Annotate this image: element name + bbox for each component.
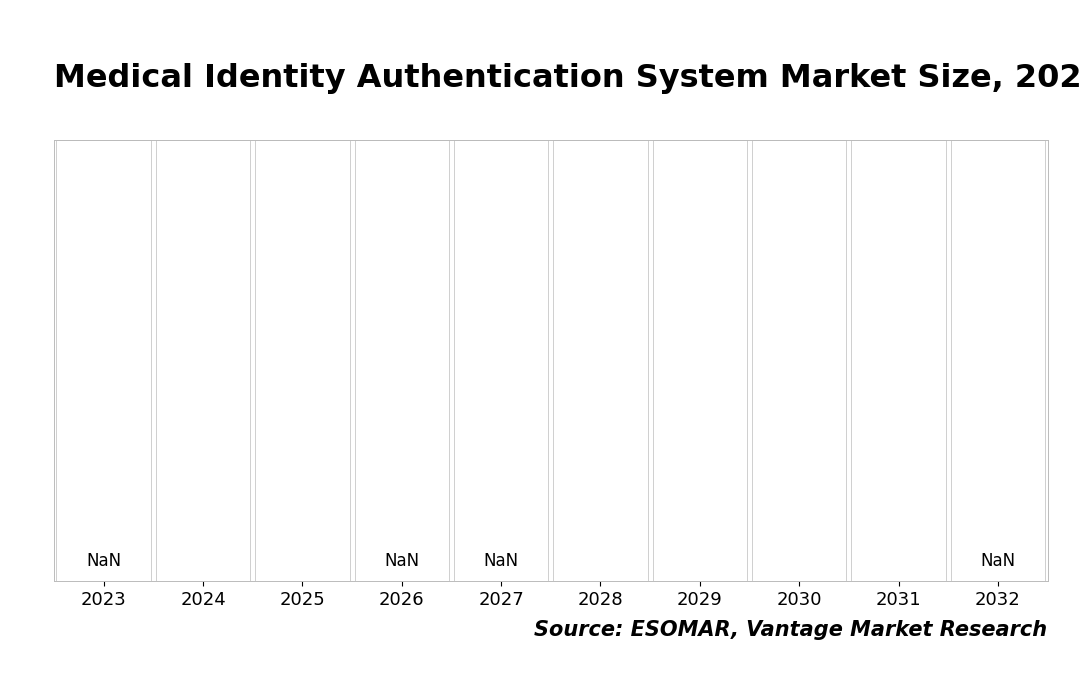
Bar — [255, 140, 350, 581]
Text: NaN: NaN — [981, 552, 1015, 570]
Bar — [156, 140, 251, 581]
Text: NaN: NaN — [484, 552, 518, 570]
Text: Medical Identity Authentication System Market Size, 2023 To 2032 (USD Million): Medical Identity Authentication System M… — [54, 63, 1080, 94]
Bar — [851, 140, 946, 581]
Text: NaN: NaN — [86, 552, 121, 570]
Bar — [652, 140, 747, 581]
Bar — [950, 140, 1045, 581]
Bar — [752, 140, 847, 581]
Bar — [553, 140, 648, 581]
Bar — [354, 140, 449, 581]
Bar — [454, 140, 549, 581]
Text: Source: ESOMAR, Vantage Market Research: Source: ESOMAR, Vantage Market Research — [535, 620, 1048, 641]
Bar — [56, 140, 151, 581]
Text: NaN: NaN — [384, 552, 419, 570]
